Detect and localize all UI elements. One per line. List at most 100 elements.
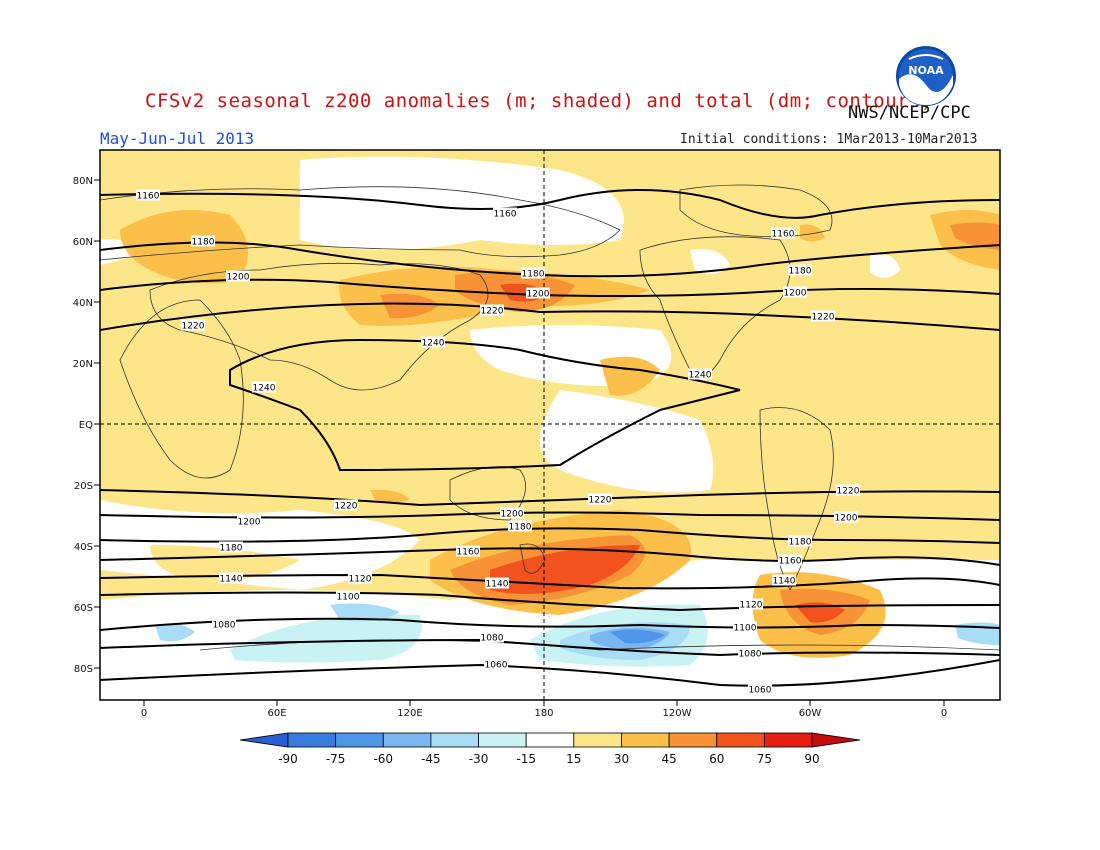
contour-label: 1220 [335, 502, 358, 512]
colorbar-arrow-right [811, 732, 861, 748]
contour-label: 1100 [337, 593, 360, 603]
colorbar-swatch [430, 732, 479, 748]
colorbar-swatch [668, 732, 718, 748]
lon-label: 0 [141, 708, 147, 719]
contour-label: 1160 [457, 548, 480, 558]
contour-label-bg [588, 493, 612, 505]
lon-ticks [143, 700, 945, 706]
lat-label: 60N [73, 237, 93, 248]
contour-label-bg [778, 554, 802, 566]
contour-label: 1140 [486, 580, 509, 590]
contour-label-bg [219, 541, 243, 553]
noaa-logo: NOAA [896, 46, 956, 106]
colorbar-swatch [335, 732, 384, 748]
shading-layer [100, 150, 1000, 700]
colorbar-label: -90 [278, 752, 298, 766]
lat-label: 20N [73, 359, 93, 370]
lon-label: 0 [941, 708, 947, 719]
contour-label-bg [688, 368, 712, 380]
contour-label-bg [456, 545, 480, 557]
contour-label-bg [136, 189, 160, 201]
contour-label: 1180 [789, 267, 812, 277]
contour-label: 1080 [739, 650, 762, 660]
contour-label: 1160 [137, 192, 160, 202]
contour-label: 1200 [238, 518, 261, 528]
lat-label: 80S [74, 664, 93, 675]
lat-label: EQ [79, 420, 93, 431]
contour-label-bg [485, 577, 509, 589]
contour-label: 1120 [740, 601, 763, 611]
contour-label-bg [252, 381, 276, 393]
contour-label-bg [421, 336, 445, 348]
contour-label: 1160 [779, 557, 802, 567]
contour-label: 1200 [227, 273, 250, 283]
contour-label: 1180 [509, 523, 532, 533]
contour-label: 1160 [772, 230, 795, 240]
colorbar-label: -30 [469, 752, 489, 766]
lon-label: 60E [267, 708, 286, 719]
contour-label-bg [788, 264, 812, 276]
contour-label-bg [526, 287, 550, 299]
lat-label: 60S [74, 603, 93, 614]
contour-label: 1200 [784, 289, 807, 299]
initial-conditions-label: Initial conditions: 1Mar2013-10Mar2013 [680, 132, 978, 147]
contour-label-bg [748, 683, 772, 695]
contour-label-bg [226, 270, 250, 282]
contour-label-bg [219, 572, 243, 584]
contour-label: 1220 [589, 496, 612, 506]
colorbar-label: -75 [326, 752, 346, 766]
lon-label: 120E [397, 708, 422, 719]
lon-label: 60W [799, 708, 822, 719]
chart-title: CFSv2 seasonal z200 anomalies (m; shaded… [145, 90, 933, 112]
colorbar: -90 -75 -60 -45 -30 -15 15 30 45 60 75 90 [239, 732, 861, 766]
colorbar-swatch [478, 732, 527, 748]
contour-label: 1220 [481, 307, 504, 317]
contour-label: 1180 [522, 270, 545, 280]
contour-label: 1180 [192, 238, 215, 248]
contour-label: 1240 [689, 371, 712, 381]
colorbar-swatch [382, 732, 432, 748]
lat-ticks [94, 179, 100, 669]
contour-label-bg [739, 598, 763, 610]
contour-label: 1120 [349, 575, 372, 585]
contour-label-bg [772, 574, 796, 586]
contour-label-bg [493, 207, 517, 219]
contour-label: 1060 [749, 686, 772, 696]
colorbar-swatch [716, 732, 765, 748]
contour-label-bg [500, 507, 524, 519]
contour-label: 1180 [789, 538, 812, 548]
contour-label-bg [484, 658, 508, 670]
colorbar-swatch [621, 732, 670, 748]
contour-label-bg [733, 621, 757, 633]
contour-label-bg [480, 631, 504, 643]
contour-label-bg [336, 590, 360, 602]
contour-label: 1240 [422, 339, 445, 349]
contour-label-bg [521, 267, 545, 279]
contour-label-bg [480, 304, 504, 316]
contour-label-bg [836, 484, 860, 496]
contour-label-bg [738, 647, 762, 659]
lat-label: 40S [74, 542, 93, 553]
contour-label: 1180 [220, 544, 243, 554]
contour-label-bg [348, 572, 372, 584]
colorbar-label: 90 [804, 752, 819, 766]
contour-label-bg [508, 520, 532, 532]
contour-label: 1200 [501, 510, 524, 520]
contour-label-bg [212, 618, 236, 630]
contour-label: 1220 [812, 313, 835, 323]
contour-label: 1060 [485, 661, 508, 671]
colorbar-label: 60 [709, 752, 724, 766]
lat-label: 80N [73, 176, 93, 187]
contour-label: 1200 [835, 514, 858, 524]
colorbar-arrow-left [239, 732, 289, 748]
contour-label-bg [811, 310, 835, 322]
contour-label-bg [788, 535, 812, 547]
contour-label-bg [834, 511, 858, 523]
lon-label: 120W [663, 708, 692, 719]
contour-label-bg [237, 515, 261, 527]
contour-label: 1140 [773, 577, 796, 587]
contour-label: 1220 [182, 322, 205, 332]
contour-label: 1080 [213, 621, 236, 631]
colorbar-swatch [287, 732, 337, 748]
